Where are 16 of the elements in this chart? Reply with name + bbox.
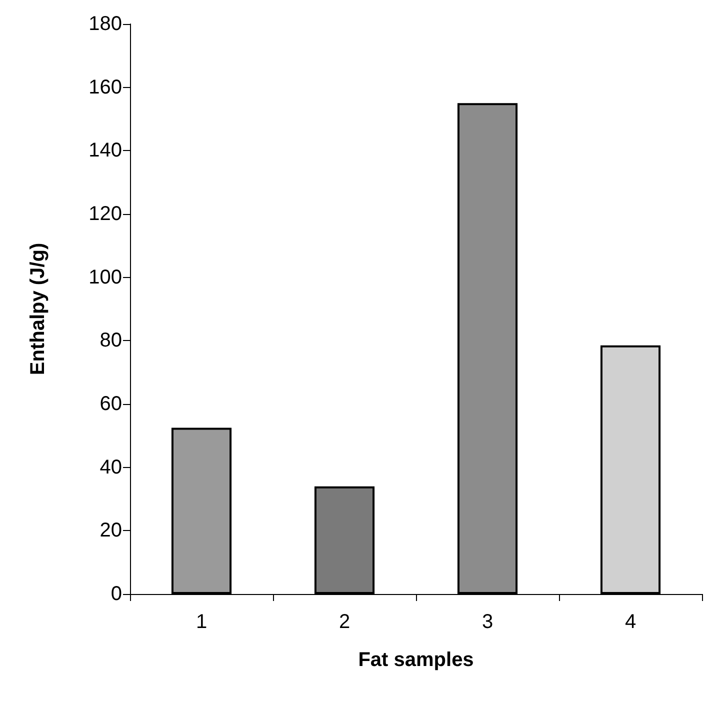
- y-tick-label: 120: [88, 203, 122, 225]
- y-tick-label: 60: [100, 393, 122, 415]
- y-tick-label: 40: [100, 456, 122, 478]
- x-tick-label: 3: [482, 611, 494, 633]
- y-tick-label: 0: [110, 583, 122, 605]
- y-tick-label: 20: [100, 520, 122, 542]
- y-tick-label: 140: [88, 140, 122, 162]
- y-tick-label: 80: [100, 330, 122, 352]
- y-tick-label: 160: [88, 76, 122, 98]
- y-tick-label: 180: [88, 13, 122, 35]
- x-tick-label: 1: [196, 611, 208, 633]
- y-tick-label: 100: [88, 266, 122, 288]
- y-axis-title: Enthalpy (J/g): [27, 242, 49, 376]
- x-axis-title: Fat samples: [358, 649, 474, 671]
- x-tick-label: 2: [338, 611, 350, 633]
- x-tick-label: 4: [624, 611, 636, 633]
